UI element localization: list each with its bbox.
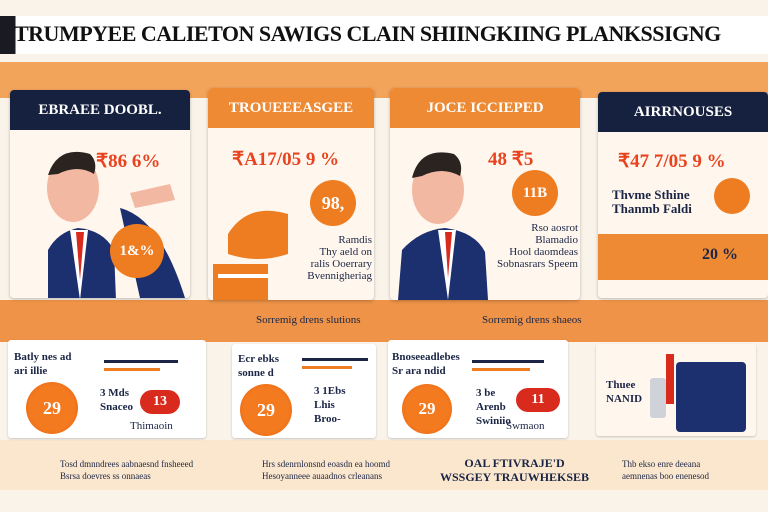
card-burst: 29 (402, 384, 452, 434)
panel-percent: ₹47 7/05 9 % (618, 151, 726, 172)
card-bar (302, 366, 352, 369)
panel-text: Ramdis Thy aeld on ralis Ooerrary Bvennigh… (307, 234, 372, 282)
bottom-card-4: Thuee NANID (596, 344, 756, 436)
panel-header: TROUEEEASGEE (208, 88, 374, 128)
bottom-card-1: Batly nes ad ari illie 29 3 Mds Snaceo 13 … (8, 340, 206, 438)
footer-text-mid: Hrs sdenrnlonsnd eoasdn ea hoomd Hesoyann… (262, 459, 390, 481)
middle-band (0, 300, 768, 342)
card-lines: Ecr ebks sonne d (238, 353, 280, 379)
device-illustration (650, 354, 746, 432)
panel-header: EBRAEE DOOBL. (10, 90, 190, 130)
panel-header: AIRRNOUSES (598, 92, 768, 132)
card-pill: 11 (516, 388, 560, 412)
panel-badge: 11B (512, 170, 558, 216)
card-pill: 13 (140, 390, 180, 414)
card-mid: 3 be Arenb Swiniio (476, 387, 511, 427)
panel-2: TROUEEEASGEE ₹A17/05 9 % 98, Ramdis Thy a… (208, 88, 374, 300)
person-illustration (398, 152, 488, 300)
person-illustration (47, 151, 116, 298)
card-bar (472, 360, 544, 363)
card-lines: Thuee NANID (606, 379, 643, 405)
footer-text-right: Thb ekso enre deeana aemnenas boo eneneso… (622, 459, 709, 481)
panel-percent: ₹86 6% (96, 151, 161, 172)
card-bar (472, 368, 530, 371)
panel-header: JOCE ICCIEPED (390, 88, 580, 128)
card-mid: 3 Mds Snaceo (100, 387, 133, 413)
bottom-card-2: Ecr ebks sonne d 29 3 1Ebs Lhis Broo- (232, 344, 376, 438)
card-foot: Thimaoin (130, 420, 173, 432)
panel-lines: Thvme Sthine Thanmb Faldi (612, 187, 692, 216)
card-burst: 29 (240, 384, 292, 436)
card-lines: Batly nes ad ari illie (14, 351, 72, 377)
panel-text: Rso aosrot Blamadio Hool daomdeas Sobnasra… (497, 222, 578, 270)
card-bar (104, 360, 178, 363)
band-caption: Sorremig drens shaeos (482, 314, 582, 326)
panel-band (598, 234, 768, 280)
panel-percent: 48 ₹5 (488, 149, 534, 170)
panel-dot (714, 178, 750, 214)
title-bar (0, 16, 768, 54)
panel-percent: ₹A17/05 9 % (232, 149, 340, 170)
card-mid: 3 1Ebs Lhis Broo- (314, 385, 346, 425)
card-foot: Swmaon (506, 420, 545, 432)
card-bar (104, 368, 160, 371)
card-lines: Bnoseeadlebes Sr ara ndid (392, 351, 460, 377)
panel-1: EBRAEE DOOBL. ₹86 6% 1&% (10, 90, 190, 298)
panel-badge: 98, (310, 180, 356, 226)
card-bar (302, 358, 368, 361)
bottom-card-3: Bnoseeadlebes Sr ara ndid 29 3 be Arenb Swi… (388, 340, 568, 438)
panel-badge: 1&% (110, 224, 164, 278)
panel-4: AIRRNOUSES ₹47 7/05 9 % Thvme Sthine Than… (598, 92, 768, 298)
panel-band-value: 20 % (702, 246, 738, 263)
card-burst: 29 (26, 382, 78, 434)
footer-text-left: Tosd dmnndrees aabnaesnd fnsheeed Bsrsa d… (60, 459, 194, 481)
panel-3: JOCE ICCIEPED 48 ₹5 11B Rso aosrot Blamad… (390, 88, 580, 300)
page-title: TRUMPYEE CALIETON SAWIGS CLAIN SHIINGKII… (14, 21, 721, 46)
chart-shape-illustration (213, 210, 288, 300)
footer-text-center: OAL FTIVRAJE'D WSSGEY TRAUWHEKSEB (440, 456, 590, 484)
bottom-band (0, 440, 768, 490)
band-caption: Sorremig drens slutions (256, 314, 361, 326)
